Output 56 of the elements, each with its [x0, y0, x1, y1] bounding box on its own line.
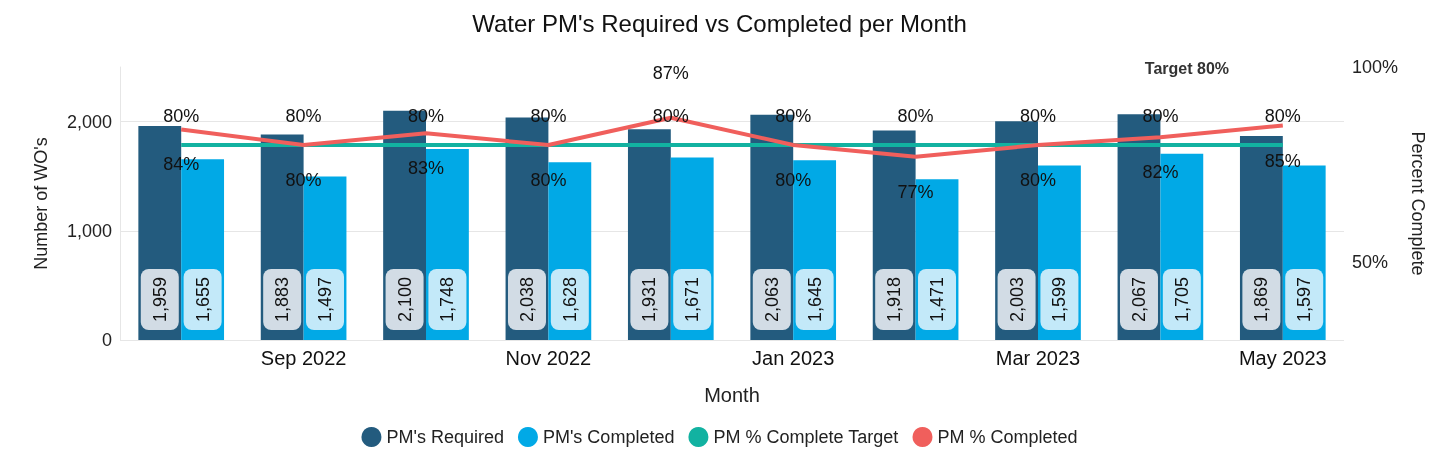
y-tick-label: 2,000	[66, 111, 112, 132]
y-axis-title: Number of WO's	[31, 137, 51, 270]
x-tick-label: Mar 2023	[995, 347, 1081, 369]
data-label: 2,100	[394, 276, 415, 322]
data-label: 2,038	[516, 276, 537, 322]
data-label: 1,671	[682, 276, 703, 322]
legend-label: PM's Completed	[542, 427, 675, 447]
data-label: 80%	[530, 170, 567, 190]
data-label: 1,497	[315, 276, 336, 322]
data-label: 80%	[285, 106, 322, 126]
data-label: 2,003	[1006, 276, 1027, 322]
data-label: 80%	[775, 170, 812, 190]
data-label: 1,705	[1171, 276, 1192, 322]
data-label: 1,655	[192, 276, 213, 322]
data-label: 1,628	[559, 276, 580, 322]
data-label: 80%	[775, 106, 812, 126]
data-label: 1,645	[804, 276, 825, 322]
data-label: 80%	[163, 106, 200, 126]
data-label: 2,067	[1128, 276, 1149, 322]
x-tick-label: Sep 2022	[260, 347, 347, 369]
data-label: 1,599	[1049, 276, 1070, 322]
data-label: 1,931	[639, 276, 660, 322]
data-label: 1,471	[927, 276, 948, 322]
data-label: 2,063	[761, 276, 782, 322]
data-label: 77%	[897, 181, 934, 202]
x-tick-label: May 2023	[1238, 347, 1327, 369]
annotation: Target 80%	[1144, 59, 1230, 77]
data-label: 1,597	[1294, 276, 1315, 322]
data-label: 80%	[1019, 170, 1057, 190]
data-label: 80%	[1019, 106, 1057, 126]
chart-title: Water PM's Required vs Completed per Month	[472, 9, 967, 37]
data-label: 83%	[407, 158, 445, 179]
data-label: 82%	[1142, 162, 1179, 183]
y-tick-label: 0	[101, 330, 112, 350]
y2-tick-label: 50%	[1352, 252, 1389, 272]
y2-axis-title: Percent Complete	[1407, 131, 1428, 276]
data-label: 1,918	[884, 276, 905, 322]
x-axis-title: Month	[704, 384, 760, 406]
data-label: 80%	[1142, 106, 1179, 126]
data-label: 80%	[530, 106, 567, 126]
y-tick-label: 1,000	[66, 220, 112, 241]
data-label: 1,748	[437, 276, 458, 322]
data-label: 80%	[897, 106, 934, 126]
data-label: 1,883	[272, 276, 293, 322]
y2-tick-label: 100%	[1352, 57, 1399, 77]
x-tick-label: Nov 2022	[505, 347, 592, 369]
data-label: 1,869	[1251, 276, 1272, 322]
legend-label: PM's Required	[386, 427, 504, 447]
data-label: 80%	[285, 170, 322, 190]
data-label: 1,959	[149, 276, 170, 322]
x-tick-label: Jan 2023	[752, 347, 835, 369]
legend-label: PM % Complete Target	[713, 427, 899, 447]
data-label: 84%	[163, 154, 200, 175]
data-label: 80%	[1264, 106, 1301, 126]
legend-label: PM % Completed	[937, 427, 1078, 447]
data-label: 87%	[652, 62, 689, 83]
